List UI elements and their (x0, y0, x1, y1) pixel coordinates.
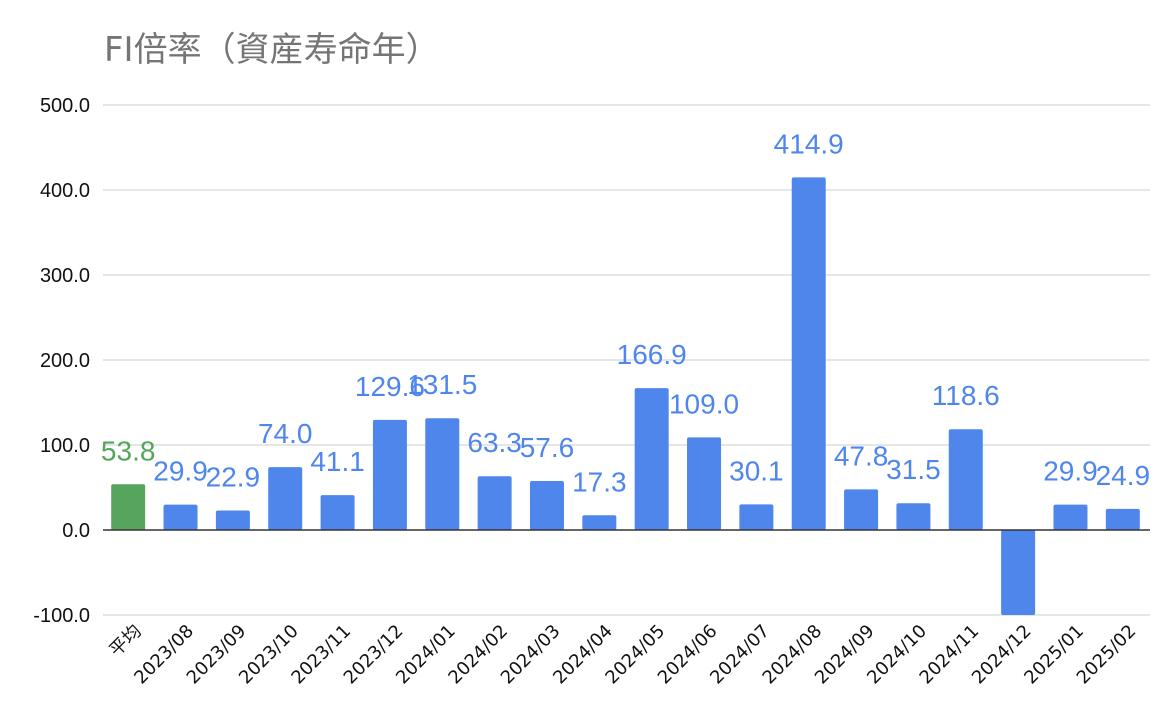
data-label: 166.9 (617, 339, 687, 370)
bar-2025-02 (1105, 508, 1140, 530)
data-label: 30.1 (729, 455, 784, 486)
data-label: 29.9 (1043, 456, 1098, 487)
x-axis-ticks: 平均2023/082023/092023/102023/112023/12202… (105, 621, 1140, 689)
bar-2024-04 (582, 515, 617, 530)
y-tick-label: 200.0 (40, 350, 90, 372)
y-tick-label: 400.0 (40, 180, 90, 202)
bar-2025-01 (1053, 504, 1088, 530)
bar-2024-08 (791, 177, 826, 530)
data-label: 41.1 (310, 446, 365, 477)
bar-2024-05 (634, 388, 669, 530)
data-label: 22.9 (206, 462, 261, 493)
bar-2023-12 (372, 419, 407, 530)
bar-2023-11 (320, 495, 355, 530)
data-label: 109.0 (669, 388, 739, 419)
bar-2024-03 (529, 481, 564, 530)
data-label: 17.3 (572, 466, 627, 497)
bar-2024-11 (948, 429, 983, 530)
data-label: 47.8 (834, 440, 889, 471)
y-tick-label: 300.0 (40, 265, 90, 287)
bar-average (111, 484, 146, 530)
bars (111, 177, 1140, 615)
y-axis-ticks: 500.0 400.0 300.0 200.0 100.0 0.0 -100.0 (33, 95, 90, 627)
bar-2024-10 (896, 503, 931, 530)
data-label: 63.3 (467, 427, 522, 458)
data-label: 57.6 (520, 432, 575, 463)
data-labels: 53.829.922.974.041.1129.6131.563.357.617… (101, 128, 1150, 497)
data-label: 414.9 (774, 128, 844, 159)
grid-lines (103, 104, 1150, 616)
data-label: 31.5 (886, 454, 941, 485)
data-label: 53.8 (101, 435, 156, 466)
y-tick-label: 500.0 (40, 95, 90, 117)
data-label: 74.0 (258, 418, 313, 449)
bar-2024-02 (477, 476, 512, 530)
data-label: 131.5 (407, 369, 477, 400)
data-label: 129.6 (355, 371, 425, 402)
x-tick-label: 平均 (105, 621, 145, 661)
data-label: 118.6 (932, 380, 1000, 411)
data-label: 24.9 (1096, 460, 1151, 491)
bar-2024-06 (687, 437, 722, 530)
y-tick-label: 0.0 (62, 520, 90, 542)
bar-2023-08 (163, 504, 198, 530)
bar-2023-09 (215, 510, 250, 530)
bar-2023-10 (268, 467, 303, 530)
bar-2024-12 (1001, 530, 1036, 615)
y-tick-label: -100.0 (33, 605, 90, 627)
bar-2024-01 (425, 418, 460, 530)
bar-2024-07 (739, 504, 774, 530)
bar-2024-09 (844, 489, 879, 530)
y-tick-label: 100.0 (40, 435, 90, 457)
chart-title: FI倍率（資産寿命年） (104, 30, 440, 70)
data-label: 29.9 (153, 456, 208, 487)
